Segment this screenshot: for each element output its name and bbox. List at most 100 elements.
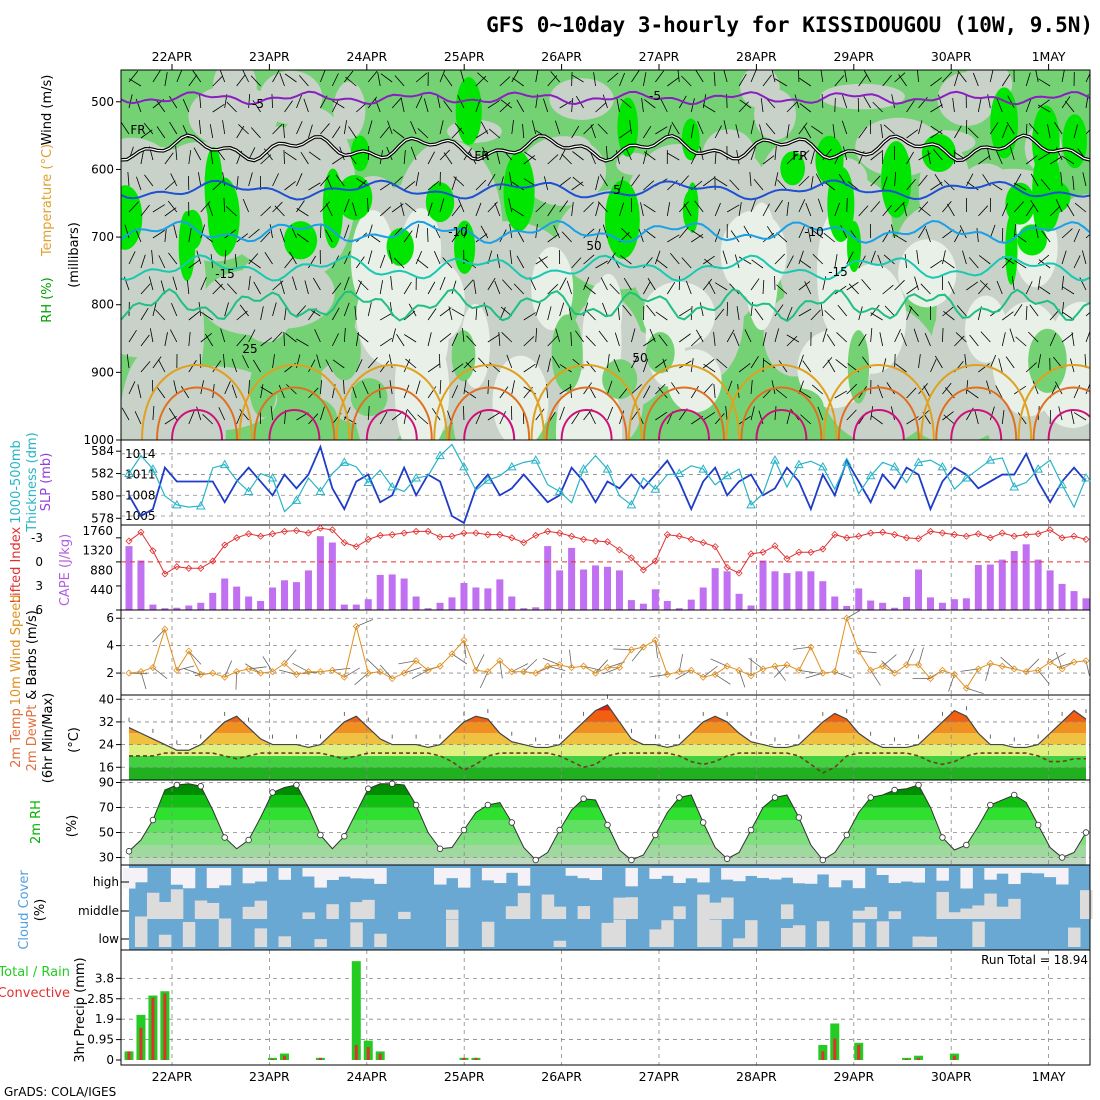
wind-barb [714, 125, 722, 139]
rh-very-dry-region [642, 281, 716, 349]
lifted-index-marker [771, 542, 779, 550]
wind-barb [713, 384, 716, 399]
left-tick-label: 24 [99, 738, 114, 752]
wind-barb [943, 414, 955, 425]
cape-bar [532, 607, 540, 610]
wind-barb [957, 70, 967, 83]
cloud-gap [170, 868, 184, 885]
rh-moist-region [1062, 114, 1088, 169]
precip-axis-label: 3hr Precip (mm) [73, 957, 88, 1062]
cape-bar [950, 599, 958, 610]
contour-label: 50 [586, 239, 601, 253]
wind-speed-marker [867, 666, 875, 674]
cape-bar [592, 565, 600, 610]
cloud-gap [314, 939, 327, 947]
wind-barb [986, 380, 991, 395]
wind-barb [691, 229, 704, 239]
cape-bar [1046, 570, 1054, 610]
wind-barb [584, 284, 596, 295]
wind-barb [846, 197, 848, 213]
contour-label: -5 [649, 89, 661, 103]
wind-barb [654, 250, 661, 265]
wind-barb [619, 386, 629, 399]
wind-barb [499, 76, 511, 87]
wind-barb [439, 380, 442, 395]
lifted-index-marker [1046, 526, 1054, 534]
temp-contour-warm-dome [171, 409, 223, 440]
wind-barb [933, 149, 943, 161]
wind-barb [619, 72, 625, 87]
wind-barb [571, 181, 584, 191]
wind-barb [344, 70, 354, 83]
wind-barb [357, 332, 369, 343]
wind-barb [906, 648, 915, 666]
cape-bar [867, 600, 875, 610]
wind-barb [1030, 173, 1039, 187]
wind-barb [325, 203, 333, 217]
wind-barb [695, 70, 704, 83]
temp-contour-warm-dome [822, 364, 935, 440]
rh-marker [915, 781, 922, 789]
wind-barb [989, 354, 997, 369]
thickness-marker [243, 486, 254, 495]
wind-barb [613, 358, 620, 373]
wind-barb [844, 70, 848, 83]
cloud-gap [362, 868, 375, 879]
wind-barb [535, 328, 538, 343]
wind-barb [870, 175, 881, 187]
wind-barb [188, 650, 202, 665]
temp-contour-warm-dome [1047, 409, 1090, 440]
cloud-gap [780, 868, 794, 878]
rh-band [129, 857, 1086, 865]
wind-barb [344, 667, 360, 678]
cape-bar [843, 605, 851, 610]
lifted-index-marker [819, 545, 827, 553]
temp-bands [129, 704, 1086, 780]
cloud-gap [565, 868, 579, 876]
wind-barb [914, 276, 919, 291]
wind-barb [913, 328, 919, 343]
wind-barb [623, 277, 632, 291]
wind-barb [835, 359, 847, 369]
wind-barb [451, 653, 468, 665]
cape-bar [580, 569, 588, 610]
wind-speed-marker [125, 669, 133, 677]
wind-barb [1061, 70, 1065, 83]
wind-speed-marker [783, 661, 791, 669]
wind-barb [810, 150, 815, 165]
rh-marker [484, 801, 492, 809]
wind-barb [427, 180, 440, 191]
cape-bar [376, 574, 384, 610]
wind-barb [590, 124, 596, 139]
wind-barb [750, 120, 755, 135]
wind-barb [140, 307, 149, 321]
wind-barb [900, 332, 907, 347]
wind-barb [343, 328, 346, 343]
wind-barb [451, 363, 464, 373]
wind-barb [877, 254, 884, 269]
wind-barb [279, 72, 285, 87]
wind-barb [152, 356, 162, 369]
wind-speed-marker [316, 668, 324, 676]
wind-barb [744, 329, 752, 343]
wind-barb [599, 173, 608, 187]
cloud-gap [673, 906, 686, 919]
wind-barb [918, 174, 928, 187]
cloud-gap [158, 901, 172, 919]
bottom-date-label: 23APR [249, 1069, 290, 1084]
wind-barb [726, 329, 735, 343]
wind-barb [666, 152, 680, 161]
wind-barb [128, 78, 142, 87]
left-tick-label: 1000 [83, 433, 114, 447]
lifted-index-marker [1022, 531, 1030, 539]
wind-barb [438, 353, 441, 369]
wind-barb [583, 276, 590, 291]
wind-barb [675, 669, 692, 680]
wind-barb [1047, 124, 1051, 139]
wind-speed-marker [580, 662, 588, 670]
thickness-marker [363, 477, 374, 486]
wind-barb [774, 253, 786, 265]
cloud-gap [960, 868, 973, 889]
cape-bar [197, 602, 205, 610]
